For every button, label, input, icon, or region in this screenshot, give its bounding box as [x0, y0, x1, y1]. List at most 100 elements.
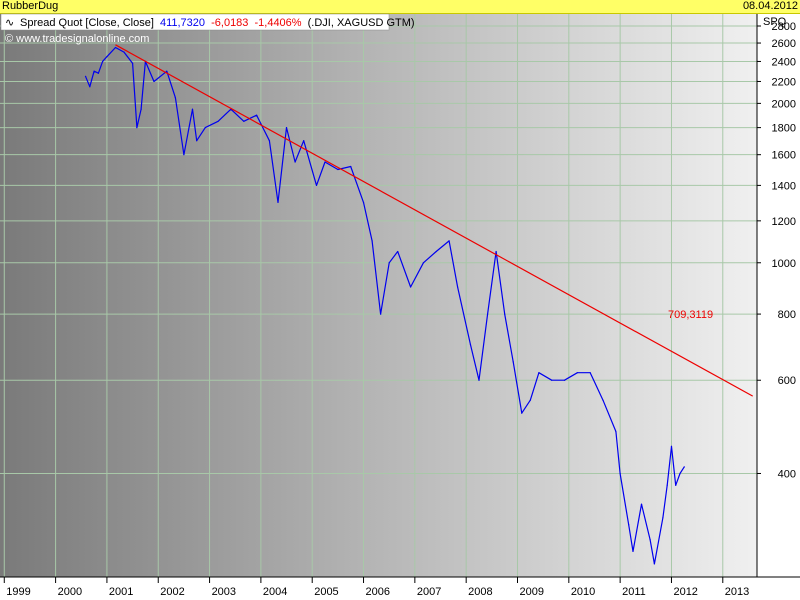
data-point [277, 201, 279, 204]
legend-title: Spread Quot [Close, Close] [20, 17, 154, 29]
data-point [337, 168, 339, 171]
y-tick-label: 1600 [772, 150, 796, 162]
data-point [196, 140, 198, 142]
x-tick-label: 1999 [6, 586, 30, 598]
data-point [131, 62, 134, 64]
data-point [409, 286, 412, 288]
data-point [435, 250, 437, 253]
data-point [457, 286, 459, 288]
y-axis: 400 600 800 1000 1200 1400 1600 1800 2000 2200 240… [756, 14, 800, 577]
data-point [495, 250, 497, 253]
y-tick-label: 1400 [772, 180, 796, 192]
trendline-label: 709,3119 [668, 309, 713, 321]
data-point [191, 108, 194, 110]
data-point [84, 75, 87, 77]
data-point [102, 60, 104, 63]
data-point [469, 344, 472, 346]
data-point [183, 154, 185, 156]
data-point [521, 412, 523, 414]
y-tick-label: 2400 [772, 56, 796, 68]
data-point [486, 313, 489, 315]
y-axis-label: SPQ [763, 16, 787, 28]
data-point [114, 46, 117, 49]
data-point [619, 472, 621, 475]
legend-text: Spread Quot [Close, Close] 411,7320 -6,0… [20, 17, 415, 29]
x-tick-label: 2003 [212, 586, 236, 598]
x-tick-label: 2005 [314, 586, 338, 598]
trendline-layer: 709,3119 [115, 44, 754, 397]
data-point [576, 372, 578, 374]
data-point [551, 379, 553, 381]
y-tick-label: 2200 [772, 76, 796, 88]
y-tick-label: 2000 [772, 98, 796, 110]
data-point [268, 140, 271, 142]
data-point [662, 517, 664, 519]
data-point [350, 165, 352, 168]
data-point [243, 120, 245, 122]
data-point [166, 70, 168, 72]
y-tick-label: 400 [778, 468, 796, 480]
data-point [653, 563, 655, 565]
data-point [362, 201, 365, 204]
data-point [628, 524, 630, 526]
data-point [324, 161, 326, 163]
data-point [563, 379, 566, 381]
y-axis-panel [757, 14, 800, 577]
data-point [589, 372, 591, 374]
x-tick-label: 2006 [366, 586, 390, 598]
data-point [123, 51, 125, 53]
y-tick-label: 2800 [772, 21, 796, 33]
chart-name: RubberDug [2, 0, 59, 12]
data-point [397, 250, 399, 253]
y-tick-label: 1000 [772, 258, 796, 270]
watermark: © www.tradesignalonline.com [5, 33, 149, 45]
legend-box [0, 13, 390, 31]
data-point [602, 399, 604, 401]
data-point [538, 372, 540, 374]
data-point [97, 72, 99, 74]
legend-last-value: 411,7320 [160, 17, 205, 29]
data-point [294, 161, 296, 163]
data-point [512, 361, 514, 363]
x-tick-label: 2013 [725, 586, 749, 598]
x-tick-label: 2000 [58, 586, 82, 598]
data-point [666, 484, 668, 486]
x-tick-label: 2009 [519, 586, 543, 598]
data-point [256, 114, 258, 116]
data-point [478, 379, 480, 381]
data-point [89, 86, 91, 88]
y-tick-label: 600 [778, 375, 796, 387]
data-point [204, 127, 206, 129]
data-point [388, 262, 390, 264]
x-tick-label: 2004 [263, 586, 287, 598]
data-point [174, 97, 176, 99]
data-point [683, 466, 685, 468]
data-point [93, 70, 95, 72]
data-point [285, 127, 288, 129]
y-tick-label: 2600 [772, 38, 796, 50]
chart-header-bar: RubberDug 08.04.2012 [0, 0, 800, 14]
data-point [371, 240, 373, 242]
data-point [106, 56, 108, 58]
data-point [632, 550, 634, 553]
grid [0, 14, 757, 577]
data-point [649, 539, 651, 541]
chart-date: 08.04.2012 [742, 0, 798, 12]
y-tick-label: 1200 [772, 216, 796, 228]
legend-instruments: (.DJI, XAGUSD GTM) [308, 17, 415, 29]
y-tick-label: 1800 [772, 123, 796, 135]
x-axis-panel [0, 577, 800, 600]
data-point [675, 484, 677, 486]
legend-change-pct: -1,4406% [254, 17, 301, 29]
data-point [615, 430, 617, 433]
data-point [529, 399, 531, 401]
data-point [315, 184, 318, 186]
data-point [303, 140, 305, 142]
trendline[interactable] [115, 44, 754, 397]
data-point [217, 120, 219, 122]
data-point [136, 127, 138, 129]
legend-line-icon: ∿ [5, 17, 14, 29]
x-tick-label: 2001 [109, 586, 133, 598]
data-point [140, 108, 142, 110]
